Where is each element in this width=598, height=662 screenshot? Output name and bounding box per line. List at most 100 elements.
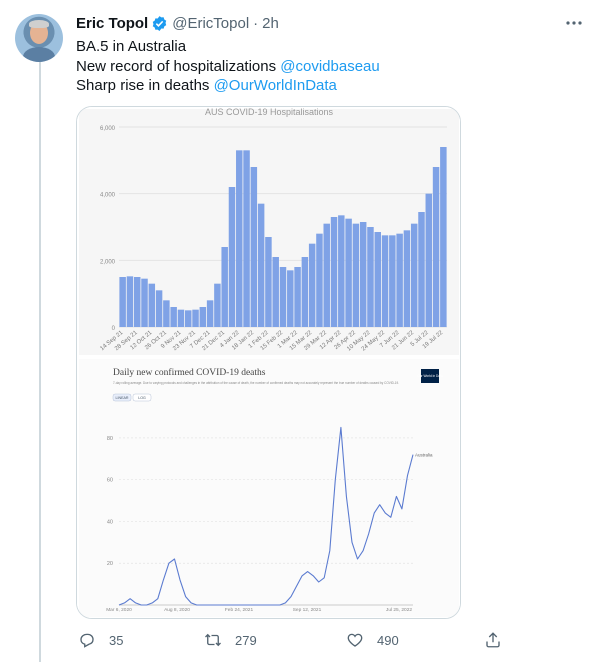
chart1-bar <box>294 267 301 327</box>
chart2-x-tick: Sep 12, 2021 <box>293 607 322 613</box>
chart2-series-line <box>118 426 414 606</box>
chart1-y-tick: 4,000 <box>100 193 116 199</box>
chart1-bar <box>410 223 418 327</box>
verified-badge-icon <box>153 15 167 31</box>
chart1-bar <box>396 233 403 327</box>
chart2-logo <box>421 369 439 383</box>
chart1-bar <box>381 235 389 327</box>
tweet-line-3: Sharp rise in deaths @OurWorldInData <box>76 76 556 96</box>
reply-count: 35 <box>109 632 124 648</box>
chart1-bar <box>308 243 316 327</box>
heart-icon <box>347 633 363 647</box>
chart2-series-label: Australia <box>415 453 433 458</box>
chart1-bar <box>432 167 440 327</box>
chart2-x-tick: Mar 6, 2020 <box>106 607 132 613</box>
chart1-bar <box>170 307 177 327</box>
tweet-line-2: New record of hospitalizations @covidbas… <box>76 57 556 77</box>
mention-covidbaseau[interactable]: @covidbaseau <box>280 57 380 75</box>
avatar-hair <box>29 20 49 28</box>
chart1-bar <box>389 235 396 327</box>
author-handle[interactable]: @EricTopol <box>172 14 250 32</box>
chart1-bar <box>272 257 279 327</box>
chart1-bar <box>352 223 360 327</box>
chart2-title: Daily new confirmed COVID-19 deaths <box>113 367 266 378</box>
chart2-subtitle: 7-day rolling average. Due to varying pr… <box>113 381 399 385</box>
chart1-bar <box>185 310 192 327</box>
tweet-image[interactable]: AUS COVID-19 Hospitalisations 6,000 4,000 2… <box>76 106 461 619</box>
chart1-bar <box>214 283 221 327</box>
chart1-bar <box>367 227 374 327</box>
chart1-bar <box>141 278 148 327</box>
avatar[interactable] <box>15 14 63 62</box>
chart1-bar <box>192 309 199 327</box>
thread-line <box>39 62 41 662</box>
chart2-x-tick: Feb 24, 2021 <box>225 607 254 613</box>
tweet-time[interactable]: 2h <box>262 14 279 32</box>
chart1-bar <box>338 215 345 327</box>
chart1-bar <box>279 267 287 327</box>
chart1-bar <box>374 232 381 327</box>
charts-image: AUS COVID-19 Hospitalisations 6,000 4,000 2… <box>77 107 460 618</box>
reply-icon <box>80 633 94 648</box>
chart1-bar <box>425 193 433 327</box>
chart1-bar <box>323 223 330 327</box>
chart1-bar <box>126 276 134 327</box>
chart1-bar <box>403 230 411 327</box>
tweet-line-2-text: New record of hospitalizations <box>76 57 281 75</box>
chart1-y-tick: 6,000 <box>100 126 116 132</box>
chart2-toggle-label: LOG <box>138 396 146 400</box>
chart2-toggle-label: LINEAR <box>116 396 129 400</box>
chart1-bar <box>287 270 294 327</box>
chart1-bar <box>243 150 250 327</box>
like-button[interactable]: 490 <box>346 626 399 654</box>
chart1-bar <box>221 247 228 327</box>
tweet-header: Eric Topol @EricTopol · 2h <box>76 13 584 33</box>
chart2-y-tick: 80 <box>107 436 113 442</box>
chart1-bar <box>199 307 207 327</box>
retweet-button[interactable]: 279 <box>204 626 257 654</box>
chart1-bar <box>148 283 156 327</box>
chart1-bar <box>119 277 126 327</box>
chart1-bar <box>265 237 272 327</box>
chart1-bar <box>206 300 214 327</box>
reply-button[interactable]: 35 <box>78 626 123 654</box>
avatar-shirt <box>23 47 55 62</box>
chart1-bar <box>440 147 447 327</box>
chart1-bar <box>228 187 236 327</box>
chart1-bar <box>163 300 170 327</box>
deaths-chart-bg <box>79 359 459 617</box>
chart1-bar <box>155 290 163 327</box>
share-icon <box>486 632 500 648</box>
separator-dot: · <box>253 14 259 32</box>
chart1-bar <box>359 222 367 327</box>
author-name[interactable]: Eric Topol <box>76 14 149 32</box>
chart2-y-tick: 20 <box>107 561 113 567</box>
chart1-bar <box>133 277 141 327</box>
chart1-bar <box>418 212 425 327</box>
tweet-line-3-text: Sharp rise in deaths <box>76 77 214 94</box>
retweet-count: 279 <box>235 632 257 648</box>
mention-ourworldindata[interactable]: @OurWorldInData <box>213 77 337 94</box>
tweet-text: BA.5 in Australia New record of hospital… <box>76 37 556 96</box>
chart2-toggle-button <box>112 393 132 402</box>
retweet-icon <box>205 633 221 647</box>
chart1-y-tick: 2,000 <box>100 259 116 265</box>
more-icon[interactable] <box>564 15 584 31</box>
share-button[interactable] <box>484 626 502 654</box>
chart1-bar <box>330 217 338 327</box>
chart1-bar <box>236 150 243 327</box>
chart1-bar <box>316 233 323 327</box>
tweet-line-1: BA.5 in Australia <box>76 38 187 55</box>
chart1-bar <box>250 167 258 327</box>
chart2-toggle-button <box>132 393 152 402</box>
chart2-x-tick: Aug 8, 2020 <box>164 607 190 613</box>
action-bar: 35 279 490 <box>70 626 510 654</box>
chart2-logo-text: Our World in Data <box>417 374 443 378</box>
chart1-bar <box>257 203 265 327</box>
chart2-x-tick: Jul 25, 2022 <box>386 607 412 613</box>
chart2-y-tick: 40 <box>107 519 113 525</box>
chart1-bar <box>177 309 185 327</box>
chart1-bar <box>301 257 309 327</box>
like-count: 490 <box>377 632 399 648</box>
chart1-bar <box>345 218 352 327</box>
